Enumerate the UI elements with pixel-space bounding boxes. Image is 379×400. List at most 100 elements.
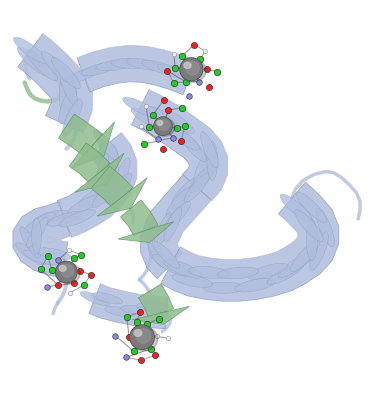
- Ellipse shape: [126, 58, 162, 70]
- Polygon shape: [138, 284, 174, 317]
- Point: [133, 318, 139, 325]
- Ellipse shape: [130, 326, 158, 351]
- Ellipse shape: [180, 132, 207, 162]
- Ellipse shape: [310, 232, 328, 270]
- Polygon shape: [91, 166, 133, 206]
- Ellipse shape: [14, 37, 47, 64]
- Ellipse shape: [113, 158, 130, 194]
- Ellipse shape: [291, 240, 319, 272]
- Ellipse shape: [186, 61, 199, 75]
- Polygon shape: [69, 143, 110, 182]
- Ellipse shape: [81, 63, 116, 76]
- Point: [146, 124, 152, 130]
- Ellipse shape: [31, 218, 41, 254]
- Ellipse shape: [154, 118, 175, 136]
- Point: [183, 78, 189, 85]
- Ellipse shape: [66, 67, 100, 83]
- Ellipse shape: [142, 60, 177, 74]
- Ellipse shape: [59, 75, 70, 116]
- Point: [161, 97, 167, 104]
- Point: [38, 266, 44, 272]
- Ellipse shape: [189, 266, 230, 278]
- Polygon shape: [118, 222, 174, 242]
- Ellipse shape: [218, 267, 258, 279]
- Ellipse shape: [278, 253, 313, 278]
- Ellipse shape: [134, 330, 142, 336]
- Point: [206, 84, 212, 90]
- Ellipse shape: [164, 260, 202, 278]
- Point: [171, 80, 177, 86]
- Ellipse shape: [56, 263, 80, 284]
- Point: [55, 256, 61, 263]
- Ellipse shape: [267, 263, 304, 284]
- Ellipse shape: [27, 51, 58, 81]
- Ellipse shape: [164, 202, 191, 230]
- Ellipse shape: [59, 265, 66, 271]
- Point: [174, 124, 180, 131]
- Ellipse shape: [203, 282, 244, 293]
- Point: [150, 112, 156, 118]
- Ellipse shape: [296, 192, 327, 223]
- Point: [71, 255, 77, 261]
- Point: [138, 357, 144, 364]
- Point: [191, 41, 197, 48]
- Ellipse shape: [52, 58, 80, 89]
- Ellipse shape: [131, 326, 153, 348]
- Point: [66, 247, 72, 253]
- Polygon shape: [18, 34, 92, 133]
- Point: [202, 48, 208, 54]
- Ellipse shape: [108, 145, 119, 184]
- Polygon shape: [133, 306, 190, 324]
- Ellipse shape: [41, 52, 71, 82]
- Polygon shape: [161, 182, 339, 301]
- Ellipse shape: [56, 262, 76, 282]
- Ellipse shape: [180, 59, 206, 82]
- Point: [165, 335, 171, 342]
- Point: [137, 308, 143, 315]
- Point: [45, 253, 51, 259]
- Point: [155, 136, 161, 142]
- Ellipse shape: [154, 213, 172, 248]
- Ellipse shape: [158, 120, 169, 131]
- Ellipse shape: [164, 207, 182, 242]
- Ellipse shape: [34, 210, 69, 223]
- Ellipse shape: [162, 110, 194, 134]
- Ellipse shape: [248, 263, 288, 279]
- Ellipse shape: [20, 227, 41, 258]
- Point: [156, 316, 162, 322]
- Point: [124, 314, 130, 320]
- Point: [179, 52, 185, 59]
- Ellipse shape: [80, 292, 110, 306]
- Point: [164, 68, 170, 74]
- Point: [81, 282, 87, 288]
- Ellipse shape: [180, 58, 203, 81]
- Polygon shape: [77, 45, 196, 95]
- Ellipse shape: [181, 59, 202, 80]
- Point: [78, 252, 85, 258]
- Point: [141, 141, 147, 147]
- Ellipse shape: [61, 264, 74, 277]
- Ellipse shape: [78, 184, 112, 207]
- Ellipse shape: [105, 306, 136, 317]
- Ellipse shape: [92, 293, 123, 304]
- Ellipse shape: [155, 118, 171, 134]
- Point: [144, 321, 150, 327]
- Ellipse shape: [193, 150, 212, 186]
- Point: [44, 284, 50, 290]
- Point: [152, 352, 158, 358]
- Ellipse shape: [27, 217, 48, 248]
- Ellipse shape: [59, 210, 96, 227]
- Polygon shape: [97, 178, 147, 216]
- Point: [88, 272, 94, 278]
- Point: [131, 348, 137, 354]
- Ellipse shape: [172, 274, 213, 287]
- Ellipse shape: [47, 212, 81, 226]
- Point: [71, 280, 77, 286]
- Ellipse shape: [200, 132, 219, 168]
- Point: [123, 354, 129, 360]
- Polygon shape: [74, 153, 124, 192]
- Ellipse shape: [152, 254, 189, 276]
- Polygon shape: [141, 175, 211, 278]
- Point: [182, 123, 188, 130]
- Point: [172, 65, 178, 71]
